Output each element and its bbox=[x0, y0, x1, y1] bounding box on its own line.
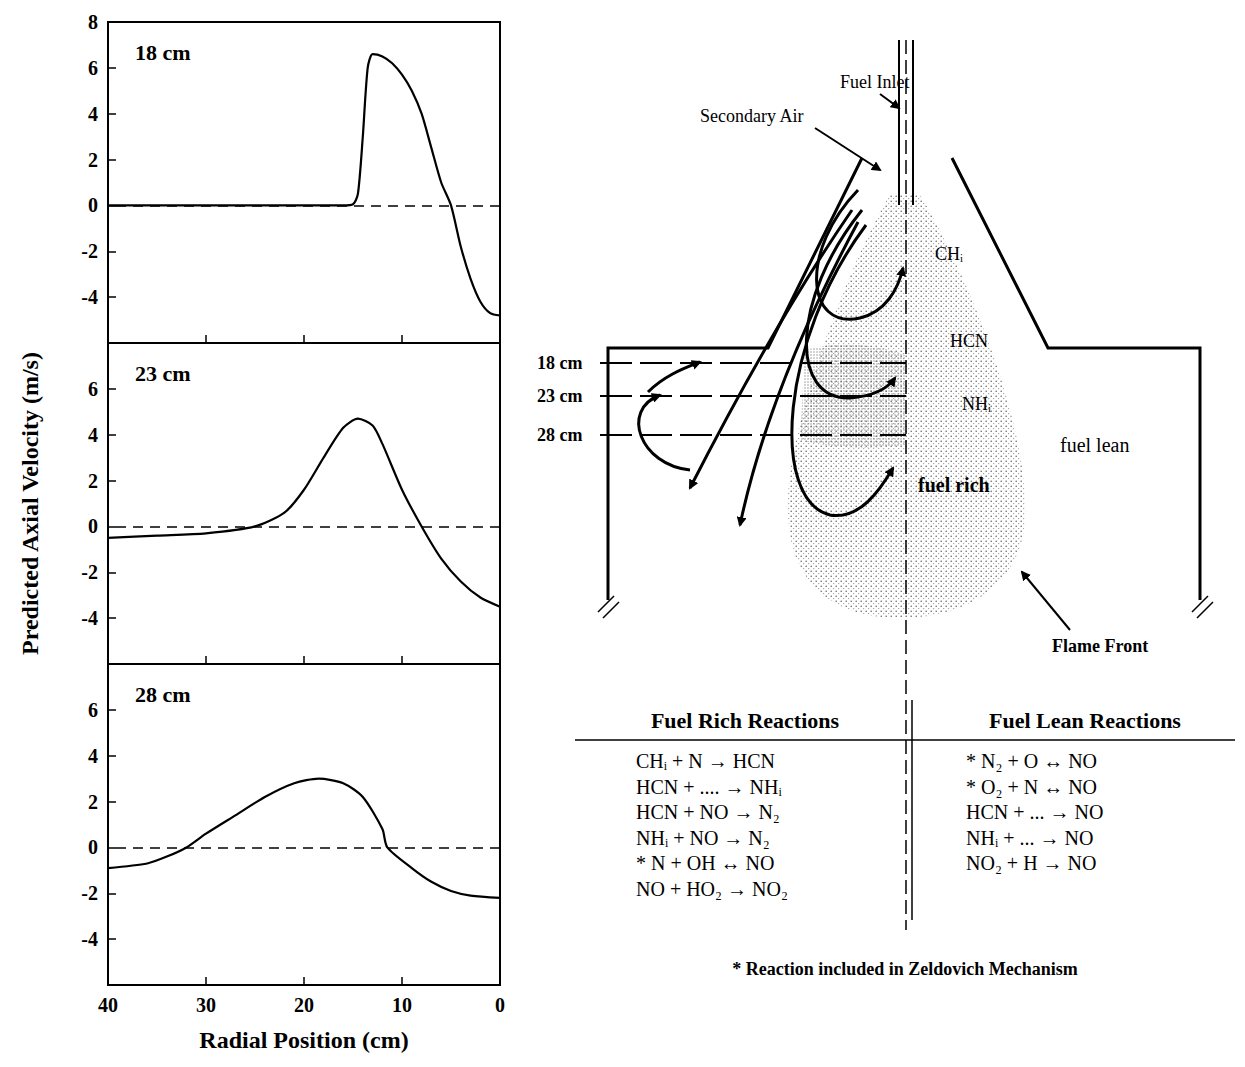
svg-text:23 cm: 23 cm bbox=[135, 361, 191, 386]
svg-text:HCN + NO → N₂: HCN + NO → N₂ bbox=[636, 801, 780, 823]
svg-text:NO₂ + H → NO: NO₂ + H → NO bbox=[966, 852, 1096, 874]
svg-text:6: 6 bbox=[88, 378, 98, 400]
svg-text:4: 4 bbox=[88, 745, 98, 767]
svg-text:Fuel Rich Reactions: Fuel Rich Reactions bbox=[651, 708, 840, 733]
svg-text:10: 10 bbox=[392, 994, 412, 1016]
svg-text:-2: -2 bbox=[81, 882, 98, 904]
svg-text:23 cm: 23 cm bbox=[537, 386, 582, 406]
svg-text:8: 8 bbox=[88, 11, 98, 33]
svg-text:HCN + .... → NHᵢ: HCN + .... → NHᵢ bbox=[636, 776, 782, 798]
svg-text:Fuel Inlet: Fuel Inlet bbox=[840, 72, 910, 92]
svg-text:4: 4 bbox=[88, 424, 98, 446]
svg-text:-4: -4 bbox=[81, 928, 98, 950]
svg-text:NHᵢ + ... → NO: NHᵢ + ... → NO bbox=[966, 827, 1093, 849]
svg-text:30: 30 bbox=[196, 994, 216, 1016]
svg-text:-4: -4 bbox=[81, 286, 98, 308]
svg-text:* N + OH ↔ NO: * N + OH ↔ NO bbox=[636, 852, 775, 874]
svg-text:NHᵢ: NHᵢ bbox=[962, 394, 991, 414]
svg-text:28 cm: 28 cm bbox=[135, 682, 191, 707]
svg-text:HCN: HCN bbox=[950, 331, 988, 351]
svg-text:* Reaction included in Zeldovi: * Reaction included in Zeldovich Mechani… bbox=[732, 959, 1078, 979]
svg-text:Flame Front: Flame Front bbox=[1052, 636, 1148, 656]
svg-text:2: 2 bbox=[88, 470, 98, 492]
svg-text:CHᵢ + N → HCN: CHᵢ + N → HCN bbox=[636, 750, 775, 772]
svg-text:18 cm: 18 cm bbox=[135, 40, 191, 65]
svg-text:4: 4 bbox=[88, 103, 98, 125]
svg-text:* N₂ + O ↔ NO: * N₂ + O ↔ NO bbox=[966, 750, 1097, 772]
svg-text:28 cm: 28 cm bbox=[537, 425, 582, 445]
svg-text:0: 0 bbox=[495, 994, 505, 1016]
svg-text:-4: -4 bbox=[81, 607, 98, 629]
svg-text:fuel lean: fuel lean bbox=[1060, 434, 1129, 456]
svg-text:18 cm: 18 cm bbox=[537, 353, 582, 373]
svg-text:Radial Position (cm): Radial Position (cm) bbox=[199, 1027, 408, 1053]
svg-text:2: 2 bbox=[88, 791, 98, 813]
svg-text:Fuel Lean Reactions: Fuel Lean Reactions bbox=[989, 708, 1181, 733]
svg-text:Secondary Air: Secondary Air bbox=[700, 106, 803, 126]
svg-text:2: 2 bbox=[88, 149, 98, 171]
svg-text:6: 6 bbox=[88, 699, 98, 721]
svg-text:* O₂ + N ↔ NO: * O₂ + N ↔ NO bbox=[966, 776, 1097, 798]
svg-text:Predicted Axial Velocity (m/s): Predicted Axial Velocity (m/s) bbox=[17, 352, 43, 655]
svg-text:NHᵢ + NO → N₂: NHᵢ + NO → N₂ bbox=[636, 827, 770, 849]
svg-text:20: 20 bbox=[294, 994, 314, 1016]
svg-text:40: 40 bbox=[98, 994, 118, 1016]
svg-text:fuel rich: fuel rich bbox=[918, 474, 990, 496]
svg-text:0: 0 bbox=[88, 836, 98, 858]
svg-text:0: 0 bbox=[88, 515, 98, 537]
svg-text:-2: -2 bbox=[81, 240, 98, 262]
svg-text:0: 0 bbox=[88, 194, 98, 216]
svg-text:6: 6 bbox=[88, 57, 98, 79]
svg-text:NO + HO₂ → NO₂: NO + HO₂ → NO₂ bbox=[636, 878, 788, 900]
svg-text:HCN + ... → NO: HCN + ... → NO bbox=[966, 801, 1103, 823]
svg-text:-2: -2 bbox=[81, 561, 98, 583]
svg-text:CHᵢ: CHᵢ bbox=[935, 244, 963, 264]
